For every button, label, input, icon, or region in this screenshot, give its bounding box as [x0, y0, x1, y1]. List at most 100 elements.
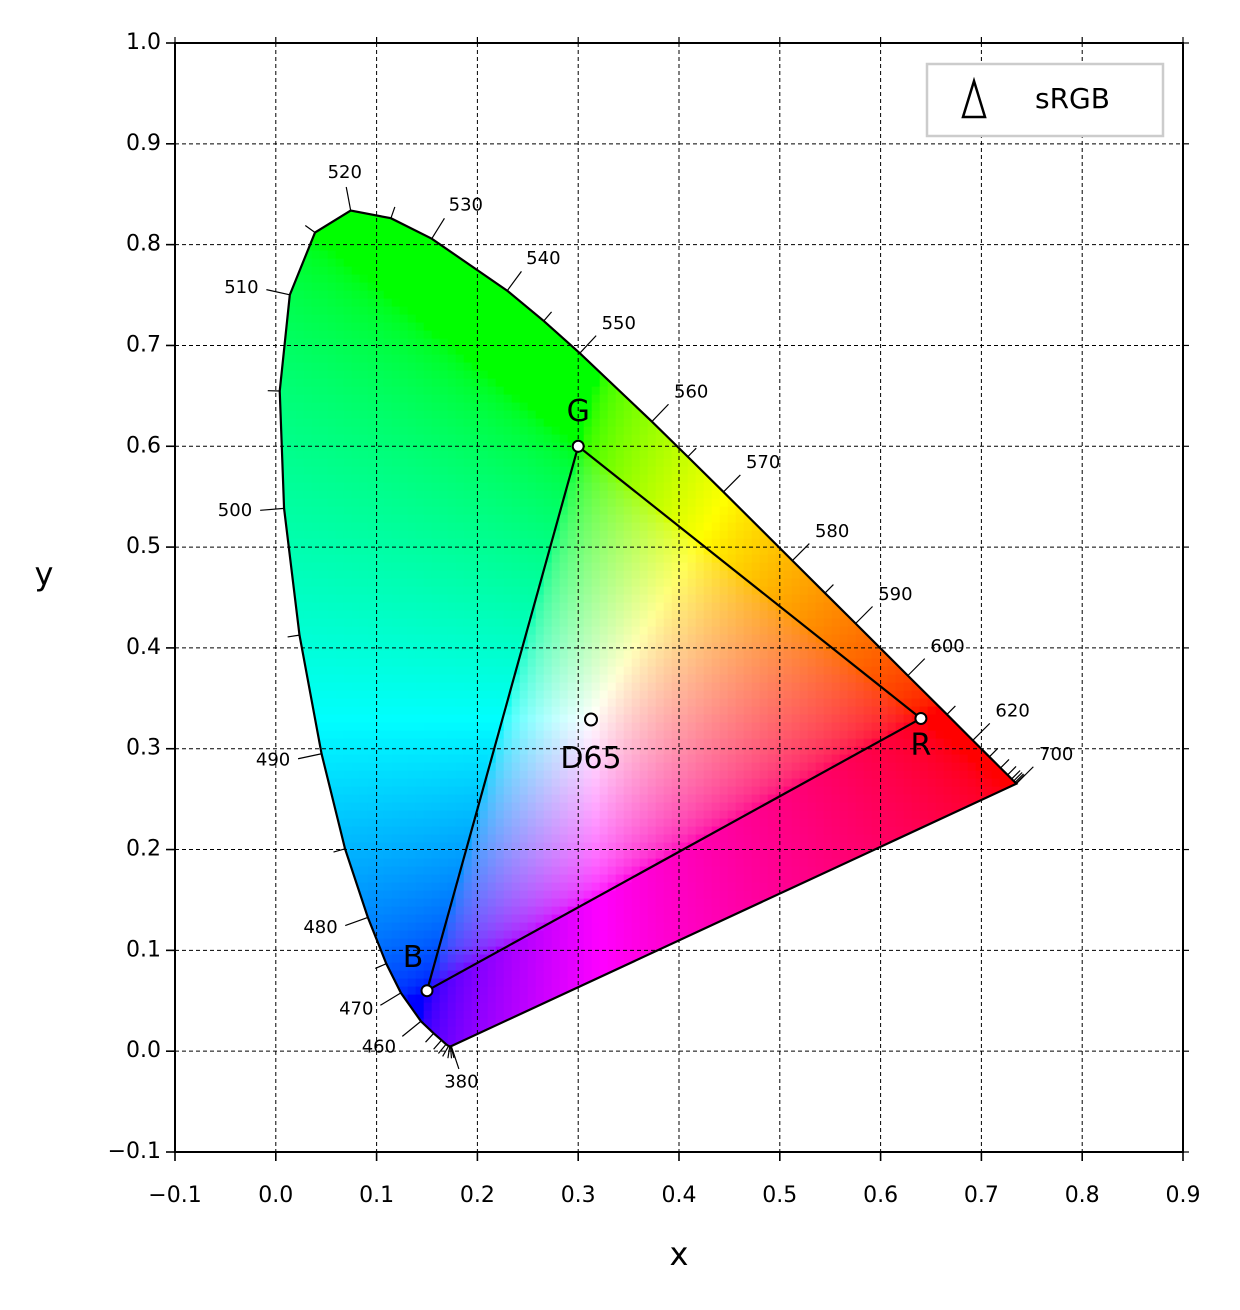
color-cell	[431, 298, 441, 308]
color-cell	[391, 554, 401, 564]
color-cell	[463, 386, 473, 396]
color-cell	[399, 410, 409, 420]
color-cell	[351, 594, 361, 604]
color-cell	[351, 482, 361, 492]
color-cell	[559, 402, 569, 412]
color-cell	[327, 586, 337, 596]
color-cell	[287, 410, 297, 420]
color-cell	[495, 418, 505, 428]
color-cell	[551, 570, 561, 580]
color-cell	[679, 586, 689, 596]
color-cell	[495, 338, 505, 348]
color-cell	[527, 466, 537, 476]
color-cell	[319, 378, 329, 388]
color-cell	[511, 418, 521, 428]
color-cell	[423, 506, 433, 516]
color-cell	[303, 586, 313, 596]
color-cell	[399, 482, 409, 492]
color-cell	[703, 602, 713, 612]
color-cell	[375, 586, 385, 596]
color-cell	[407, 498, 417, 508]
color-cell	[671, 586, 681, 596]
color-cell	[543, 442, 553, 452]
color-cell	[759, 562, 769, 572]
color-cell	[519, 306, 529, 316]
color-cell	[431, 250, 441, 260]
color-cell	[423, 370, 433, 380]
color-cell	[503, 618, 513, 628]
color-cell	[359, 410, 369, 420]
color-cell	[479, 530, 489, 540]
color-cell	[519, 466, 529, 476]
color-cell	[335, 610, 345, 620]
color-cell	[663, 498, 673, 508]
color-cell	[343, 242, 353, 252]
color-cell	[415, 578, 425, 588]
color-cell	[479, 282, 489, 292]
color-cell	[647, 490, 657, 500]
color-cell	[359, 474, 369, 484]
color-cell	[511, 298, 521, 308]
color-cell	[295, 594, 305, 604]
color-cell	[303, 266, 313, 276]
color-cell	[319, 370, 329, 380]
color-cell	[599, 426, 609, 436]
color-cell	[471, 418, 481, 428]
color-cell	[351, 218, 361, 228]
color-cell	[447, 466, 457, 476]
color-cell	[567, 554, 577, 564]
color-cell	[727, 570, 737, 580]
color-cell	[303, 290, 313, 300]
color-cell	[575, 474, 585, 484]
color-cell	[471, 330, 481, 340]
color-cell	[455, 338, 465, 348]
color-cell	[359, 506, 369, 516]
color-cell	[743, 530, 753, 540]
color-cell	[343, 410, 353, 420]
color-cell	[463, 498, 473, 508]
color-cell	[367, 506, 377, 516]
color-cell	[567, 538, 577, 548]
color-cell	[279, 402, 289, 412]
color-cell	[567, 410, 577, 420]
color-cell	[567, 506, 577, 516]
color-cell	[311, 522, 321, 532]
color-cell	[439, 370, 449, 380]
color-cell	[591, 370, 601, 380]
color-cell	[359, 482, 369, 492]
color-cell	[591, 386, 601, 396]
color-cell	[327, 298, 337, 308]
color-cell	[535, 370, 545, 380]
color-cell	[319, 522, 329, 532]
color-cell	[375, 402, 385, 412]
color-cell	[591, 426, 601, 436]
color-cell	[407, 554, 417, 564]
color-cell	[487, 514, 497, 524]
color-cell	[311, 498, 321, 508]
color-cell	[543, 418, 553, 428]
color-cell	[511, 434, 521, 444]
color-cell	[295, 546, 305, 556]
color-cell	[543, 402, 553, 412]
color-cell	[319, 322, 329, 332]
color-cell	[383, 338, 393, 348]
color-cell	[407, 298, 417, 308]
color-cell	[503, 578, 513, 588]
color-cell	[327, 554, 337, 564]
color-cell	[399, 314, 409, 324]
color-cell	[447, 450, 457, 460]
color-cell	[527, 442, 537, 452]
color-cell	[375, 610, 385, 620]
color-cell	[455, 618, 465, 628]
color-cell	[463, 546, 473, 556]
color-cell	[559, 410, 569, 420]
color-cell	[511, 330, 521, 340]
color-cell	[511, 354, 521, 364]
color-cell	[391, 290, 401, 300]
color-cell	[495, 386, 505, 396]
color-cell	[375, 418, 385, 428]
color-cell	[455, 506, 465, 516]
color-cell	[599, 522, 609, 532]
color-cell	[407, 394, 417, 404]
color-cell	[335, 378, 345, 388]
